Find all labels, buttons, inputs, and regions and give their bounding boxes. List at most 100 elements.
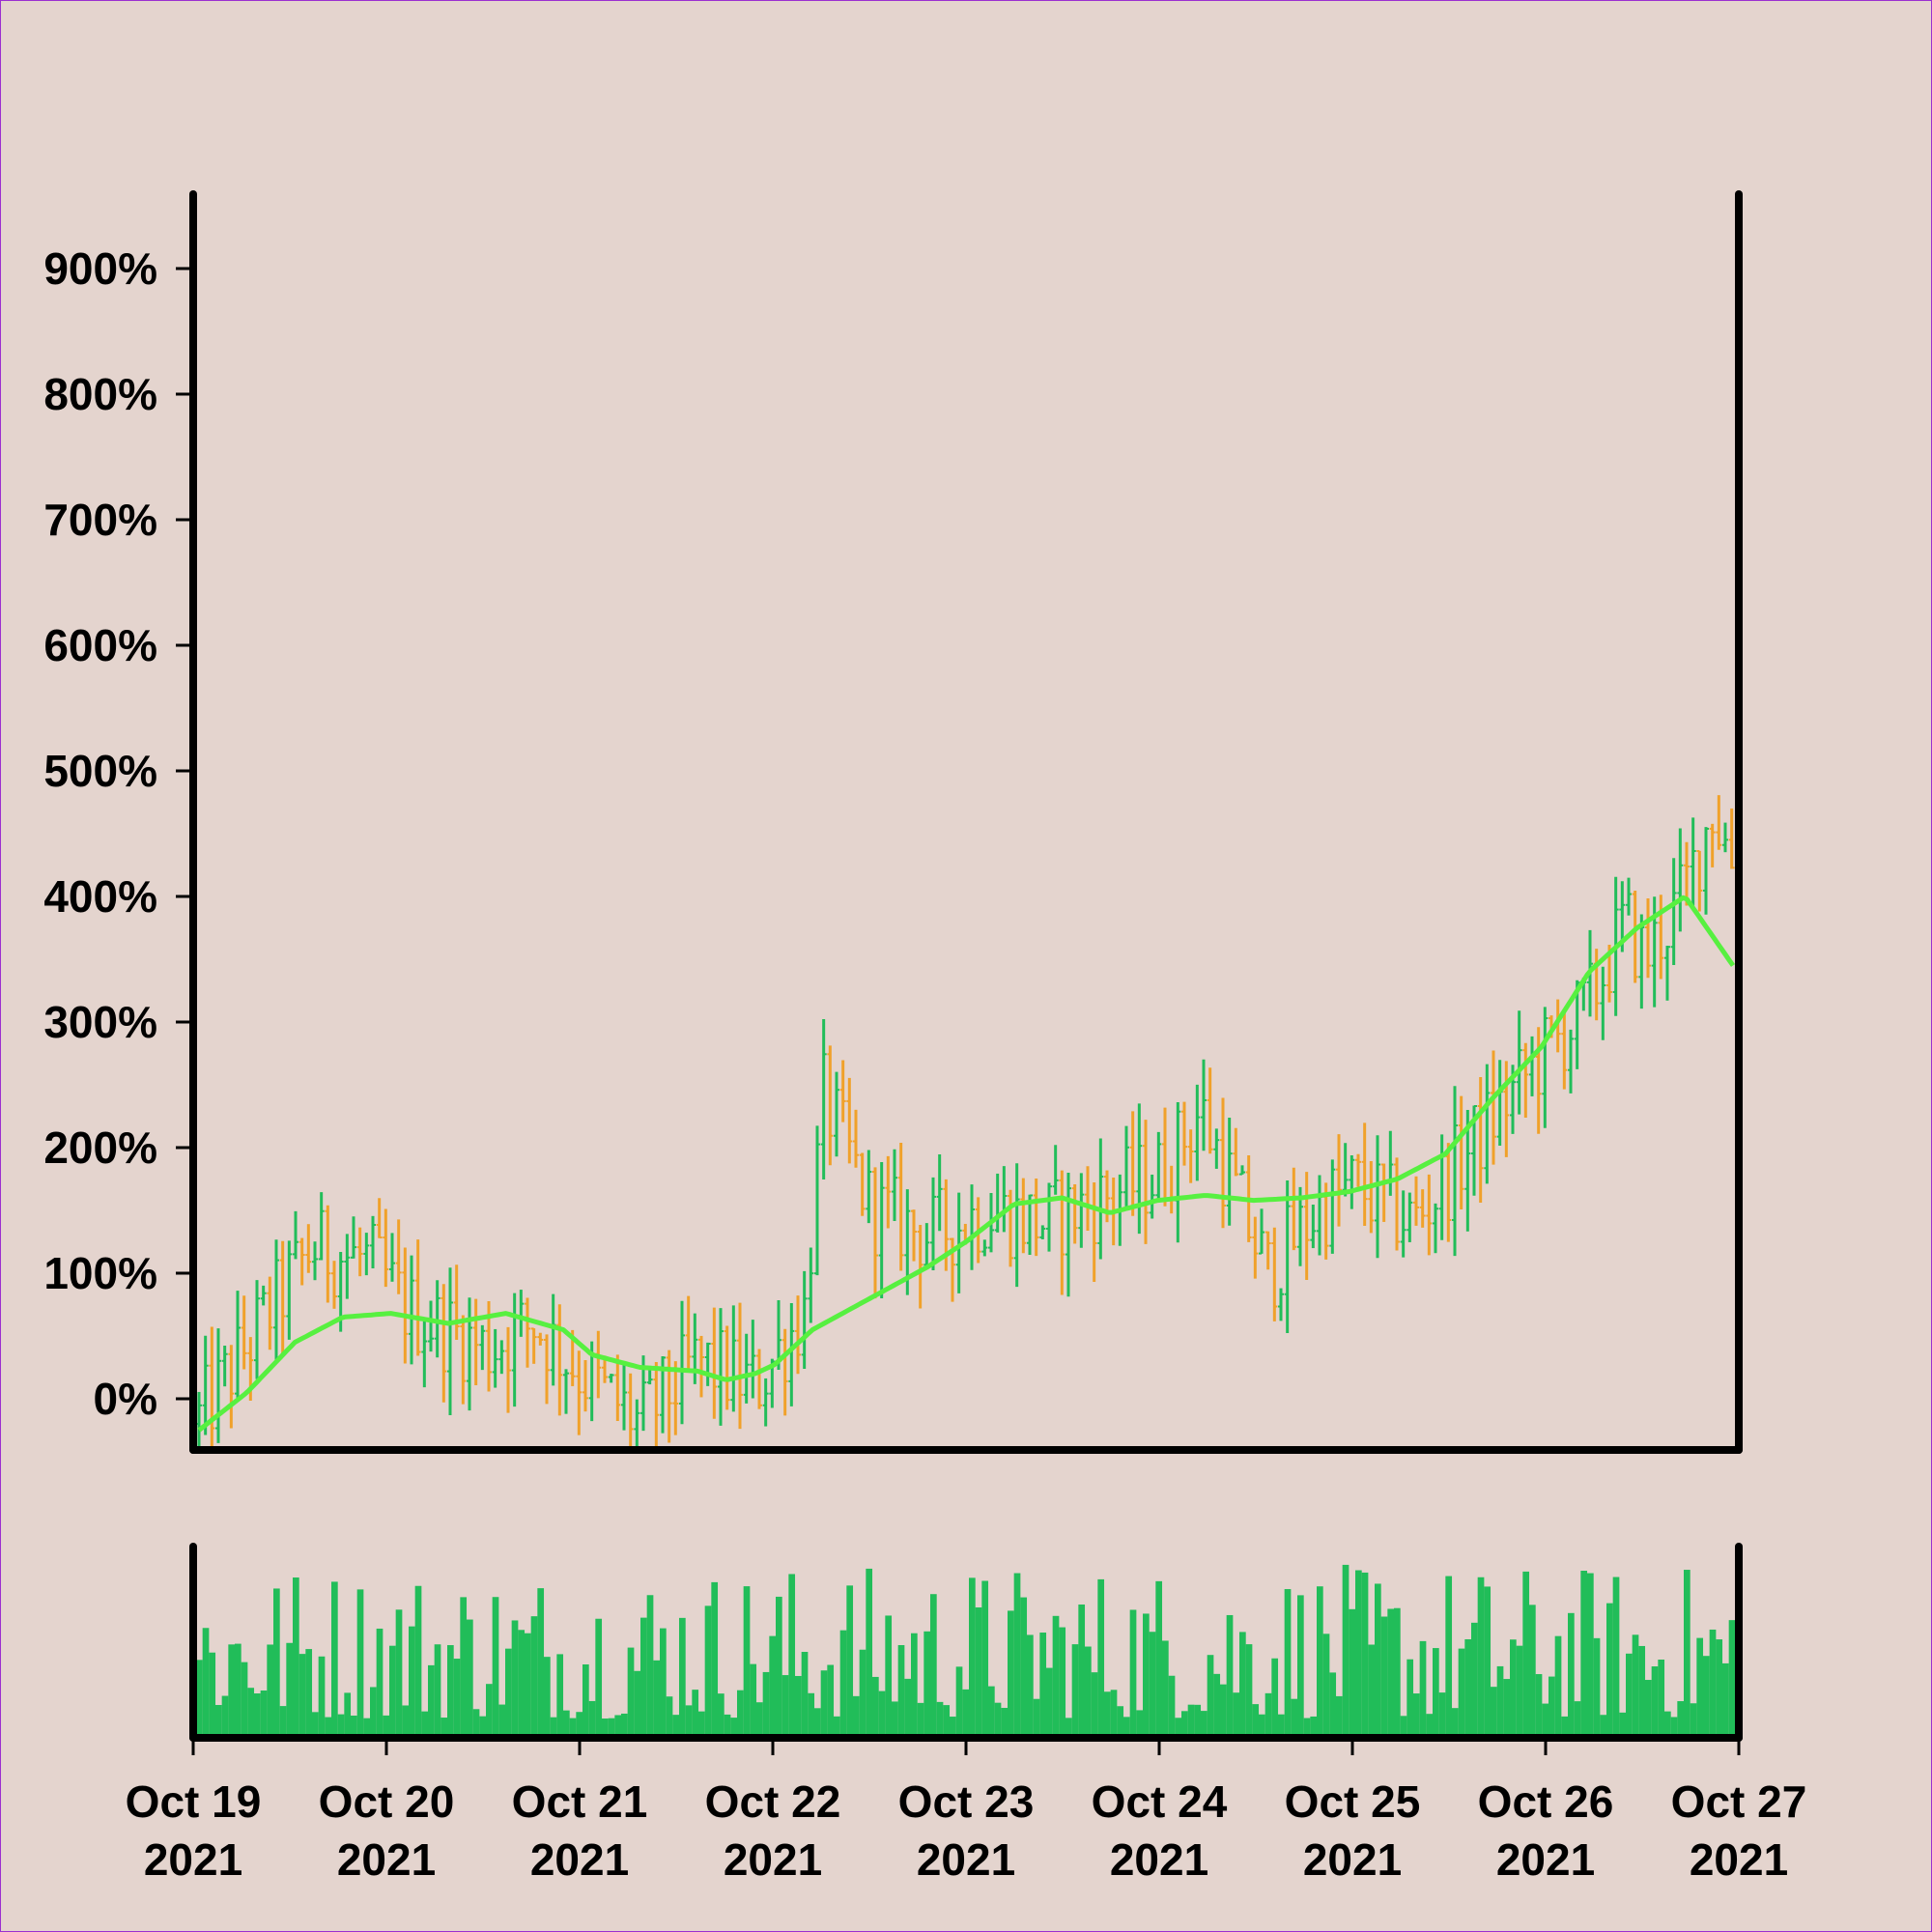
x-axis: Oct 19 2021 Oct 20 2021 Oct 21 2021 Oct 22 2021…: [126, 1738, 1806, 1885]
volume-bar: [608, 1718, 615, 1738]
y-tick-label: 200%: [43, 1122, 157, 1173]
volume-bar: [1580, 1571, 1588, 1738]
volume-bar: [988, 1686, 995, 1738]
volume-bar: [1110, 1690, 1118, 1738]
volume-bar: [1001, 1707, 1009, 1738]
volume-bar: [1097, 1578, 1105, 1738]
volume-bar: [414, 1585, 422, 1738]
volume-bar: [1259, 1714, 1265, 1738]
volume-bar: [1496, 1665, 1504, 1738]
volume-bar: [1561, 1716, 1569, 1738]
volume-bar: [692, 1690, 699, 1738]
volume-bar: [376, 1628, 384, 1738]
volume-bar: [1143, 1613, 1150, 1738]
volume-bar: [1574, 1701, 1581, 1738]
x-tick-label-year: 2021: [724, 1834, 822, 1885]
volume-bar: [505, 1648, 512, 1738]
volume-bar: [1123, 1717, 1130, 1738]
volume-bar: [254, 1693, 261, 1738]
volume-bar: [769, 1635, 777, 1738]
volume-bar: [1677, 1701, 1685, 1738]
volume-bar: [576, 1712, 583, 1738]
volume-bar: [904, 1678, 912, 1738]
volume-bar: [1027, 1634, 1034, 1738]
volume-bar: [1664, 1711, 1671, 1738]
volume-bar: [1368, 1644, 1376, 1738]
y-tick-label: 900%: [43, 243, 157, 294]
volume-bar: [363, 1718, 371, 1738]
x-tick-label: Oct 19: [126, 1776, 262, 1827]
volume-bar: [1651, 1666, 1659, 1738]
volume-bar: [923, 1631, 931, 1738]
volume-bar: [467, 1619, 473, 1738]
volume-bar: [878, 1690, 886, 1738]
volume-bar: [530, 1616, 538, 1738]
volume-bar: [897, 1645, 905, 1738]
volume-bar: [1400, 1716, 1407, 1738]
volume-bar: [1046, 1667, 1053, 1738]
volume-bar: [1078, 1604, 1086, 1738]
volume-bar: [962, 1689, 970, 1738]
volume-bar: [685, 1705, 693, 1738]
volume-bar: [260, 1690, 268, 1738]
volume-bar: [969, 1577, 976, 1738]
volume-bar: [1342, 1564, 1350, 1738]
volume-bar: [1252, 1704, 1260, 1738]
volume-bar: [614, 1715, 622, 1738]
volume-bar: [737, 1690, 744, 1738]
volume-bar: [1271, 1658, 1279, 1738]
volume-bar: [279, 1706, 287, 1738]
volume-bar: [1548, 1676, 1555, 1738]
volume-bar: [1065, 1718, 1072, 1738]
volume-bar: [525, 1633, 531, 1738]
volume-bar: [1438, 1692, 1446, 1738]
volume-bar: [1433, 1648, 1439, 1738]
volume-bar: [1091, 1672, 1098, 1738]
volume-bar: [209, 1652, 216, 1738]
volume-bar: [472, 1709, 480, 1738]
volume-bar: [776, 1596, 782, 1738]
moving-average-line: [197, 895, 1736, 1433]
volume-bar: [1626, 1653, 1633, 1738]
volume-bar: [370, 1687, 377, 1738]
volume-bar: [582, 1663, 589, 1738]
volume-bar: [1129, 1609, 1137, 1738]
volume-bar: [305, 1649, 313, 1738]
y-tick-label: 600%: [43, 620, 157, 670]
volume-bar: [1600, 1715, 1607, 1738]
volume-bar: [286, 1642, 294, 1738]
x-tick-label-year: 2021: [337, 1834, 436, 1885]
x-tick-label: Oct 23: [898, 1776, 1035, 1827]
volume-bar: [421, 1711, 429, 1738]
volume-bar: [1104, 1691, 1111, 1738]
volume-bar: [1491, 1687, 1497, 1738]
volume-bar: [781, 1675, 789, 1738]
volume-bar: [1220, 1684, 1227, 1738]
moving-average-layer: [197, 895, 1736, 1433]
volume-bar: [1052, 1615, 1060, 1738]
volume-bar: [1233, 1692, 1240, 1738]
volume-bar: [853, 1695, 860, 1738]
volume-bar: [1728, 1620, 1736, 1738]
volume-bar: [247, 1688, 255, 1738]
volume-bar: [1452, 1708, 1459, 1738]
volume-bar: [479, 1716, 487, 1738]
volume-bar: [917, 1702, 924, 1738]
volume-bar: [1020, 1597, 1028, 1738]
volume-bar: [312, 1712, 319, 1738]
volume-bar: [859, 1649, 867, 1738]
volume-bar: [724, 1714, 731, 1738]
volume-bar: [834, 1716, 840, 1738]
x-tick-label: Oct 21: [512, 1776, 648, 1827]
volume-bar: [846, 1585, 854, 1738]
volume-bar: [955, 1666, 963, 1738]
volume-bar: [1162, 1640, 1169, 1738]
volume-bar: [743, 1586, 751, 1738]
volume-bar: [1413, 1693, 1420, 1738]
y-tick-label: 0%: [94, 1374, 157, 1424]
volume-bar: [788, 1574, 796, 1738]
volume-bar: [1322, 1634, 1330, 1738]
volume-bar: [1155, 1580, 1163, 1738]
volume-bar: [356, 1589, 364, 1738]
volume-bar: [698, 1711, 705, 1738]
